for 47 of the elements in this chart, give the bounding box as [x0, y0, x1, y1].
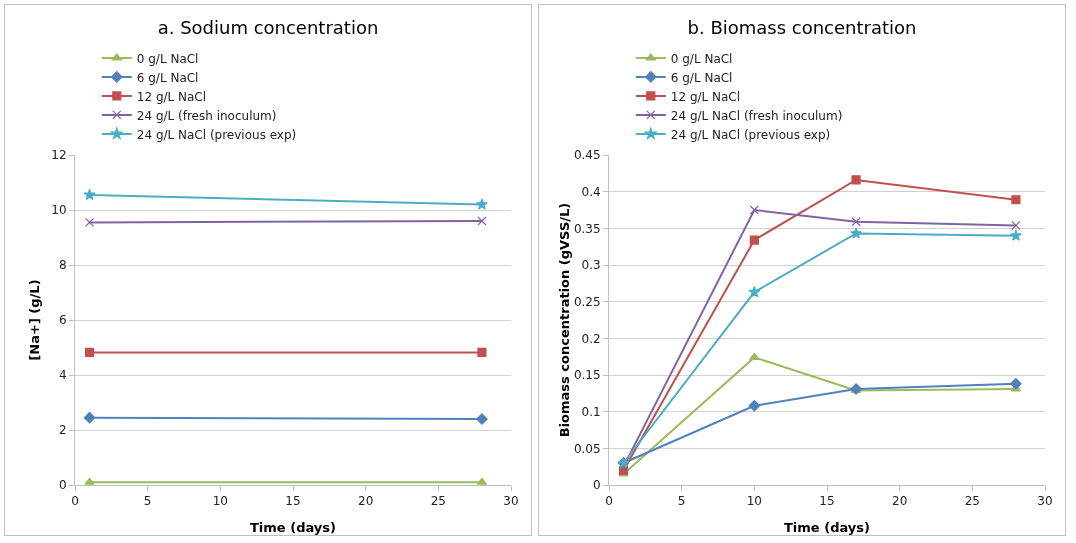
- x-tick-label: 20: [358, 494, 374, 509]
- y-tick-label: 0.35: [573, 221, 601, 236]
- x-tick-label: 25: [964, 494, 980, 509]
- legend-label: 24 g/L NaCl (previous exp): [670, 127, 831, 142]
- x-axis-title: Time (days): [250, 520, 336, 535]
- legend-label: 0 g/L NaCl: [136, 51, 199, 66]
- y-axis-title: [Na+] (g/L): [27, 279, 42, 361]
- y-tick-label: 0.05: [573, 441, 601, 456]
- chart-title: b. Biomass concentration: [687, 16, 917, 38]
- legend-label: 6 g/L NaCl: [670, 70, 733, 85]
- y-tick-label: 10: [51, 203, 67, 218]
- x-tick-label: 10: [746, 494, 762, 509]
- y-tick-label: 2: [58, 423, 67, 438]
- x-tick-label: 20: [892, 494, 908, 509]
- x-tick-label: 0: [605, 494, 613, 509]
- y-tick-label: 0: [592, 478, 601, 493]
- x-tick-label: 10: [212, 494, 228, 509]
- x-tick-label: 25: [430, 494, 446, 509]
- y-tick-label: 4: [58, 368, 67, 383]
- legend-label: 6 g/L NaCl: [136, 70, 199, 85]
- x-tick-label: 15: [285, 494, 301, 509]
- legend-label: 24 g/L NaCl (previous exp): [136, 127, 297, 142]
- y-tick-label: 6: [58, 313, 67, 328]
- x-tick-label: 5: [143, 494, 152, 509]
- legend-label: 0 g/L NaCl: [670, 51, 733, 66]
- y-tick-label: 0.45: [573, 148, 601, 163]
- x-tick-label: 30: [1037, 494, 1053, 509]
- y-tick-label: 12: [51, 148, 67, 163]
- y-tick-label: 0.1: [581, 404, 601, 419]
- x-tick-label: 0: [71, 494, 79, 509]
- x-tick-label: 5: [677, 494, 686, 509]
- legend-label: 12 g/L NaCl: [136, 89, 207, 104]
- y-tick-label: 8: [58, 258, 67, 273]
- x-tick-label: 15: [819, 494, 835, 509]
- x-axis-title: Time (days): [784, 520, 870, 535]
- y-tick-label: 0.25: [573, 294, 601, 309]
- x-tick-label: 30: [503, 494, 519, 509]
- y-axis-title: Biomass concentration (gVSS/L): [556, 202, 572, 438]
- y-tick-label: 0.4: [581, 184, 601, 199]
- legend-label: 24 g/L NaCl (fresh inoculum): [670, 108, 843, 123]
- legend-label: 12 g/L NaCl: [670, 89, 741, 104]
- chart-title: a. Sodium concentration: [157, 16, 379, 38]
- y-tick-label: 0: [58, 478, 67, 493]
- y-tick-label: 0.3: [581, 258, 601, 273]
- y-tick-label: 0.15: [573, 368, 601, 383]
- y-tick-label: 0.2: [581, 331, 601, 346]
- legend-label: 24 g/L (fresh inoculum): [136, 108, 277, 123]
